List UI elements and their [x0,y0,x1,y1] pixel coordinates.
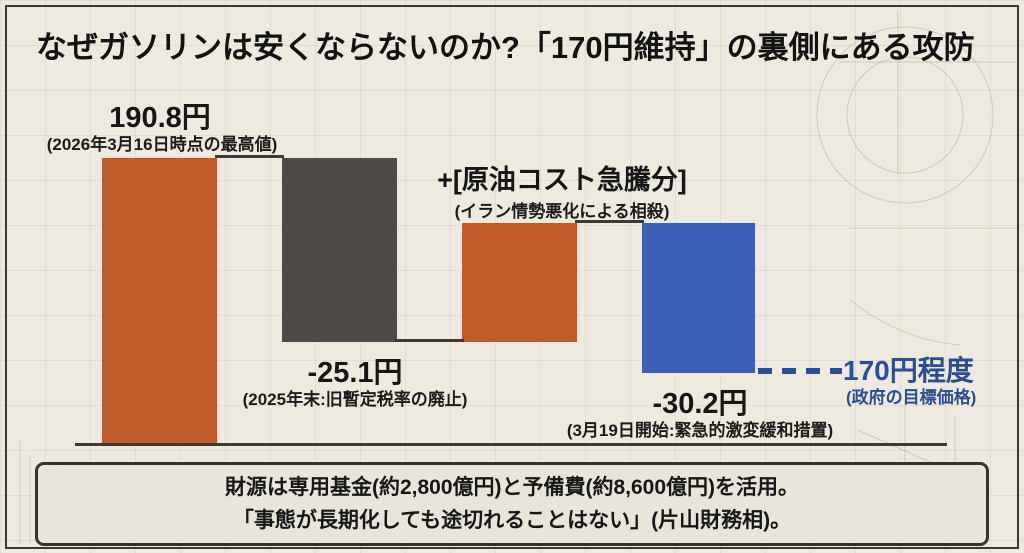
connector-line-1 [215,155,284,158]
footer-note-line-1: 財源は専用基金(約2,800億円)と予備費(約8,600億円)を活用。 [224,476,800,499]
bar-crude-oil-cost-surge [462,223,577,342]
bar-old-provisional-tax-abolition [282,158,397,342]
label-crude-surge-note: (イラン情勢悪化による相殺) [454,202,670,221]
x-axis-line [75,443,947,446]
connector-line-3 [575,220,644,223]
label-peak-price-note: (2026年3月16日時点の最高値) [46,135,278,154]
label-crude-surge-value: +[原油コスト急騰分] [437,165,687,195]
label-target-price-note: (政府の目標価格) [846,388,977,407]
label-mitigation-note: (3月19日開始:緊急的激変緩和措置) [566,421,834,440]
connector-line-2 [395,339,464,342]
bar-peak-price [102,158,217,445]
label-tax-abolition-value: -25.1円 [307,357,403,389]
footer-note-line-2: 「事態が長期化しても途切れることはない」(片山財務相)。 [232,509,792,532]
page-title: なぜガソリンは安くならないのか?「170円維持」の裏側にある攻防 [36,30,975,65]
label-tax-abolition-note: (2025年末:旧暫定税率の廃止) [242,390,468,409]
label-peak-price-value: 190.8円 [109,102,211,134]
bar-emergency-mitigation [642,223,755,373]
target-dashed-line [758,368,842,374]
footer-note-box: 財源は専用基金(約2,800億円)と予備費(約8,600億円)を活用。 「事態が… [35,462,989,546]
label-mitigation-value: -30.2円 [652,388,748,420]
label-target-price: 170円程度 [843,355,974,386]
